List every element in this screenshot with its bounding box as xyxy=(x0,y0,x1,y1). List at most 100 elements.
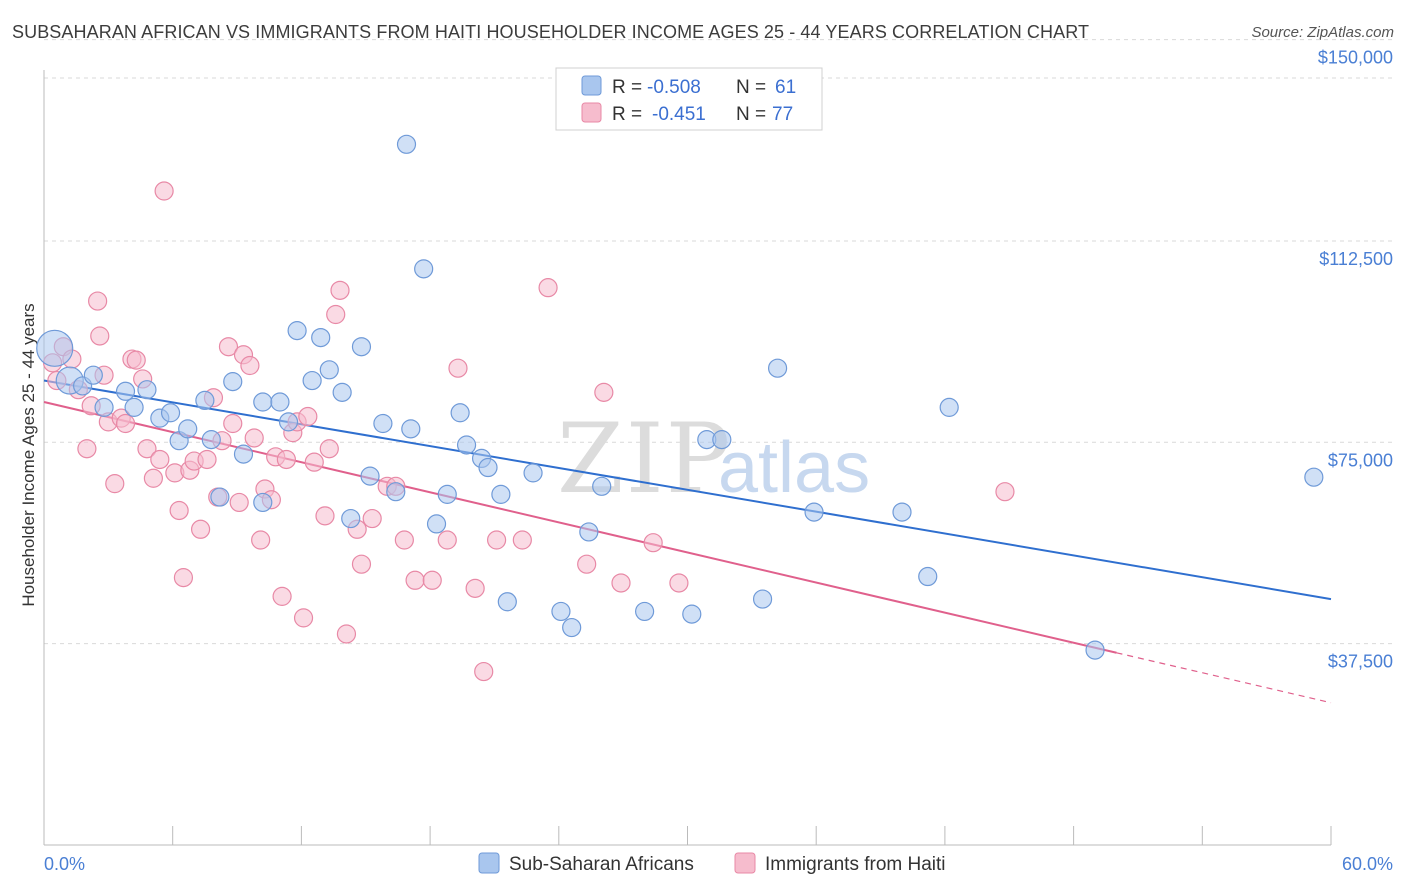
bottom-legend-label-blue: Sub-Saharan Africans xyxy=(509,854,694,875)
watermark-atlas: atlas xyxy=(718,428,870,508)
legend-n-value-blue: 61 xyxy=(775,77,796,98)
legend-n-label-pink: N = xyxy=(736,104,766,125)
y-axis-title: Householder Income Ages 25 - 44 years xyxy=(19,303,38,606)
point-haiti xyxy=(276,449,296,470)
point-haiti xyxy=(304,452,324,472)
x-tick-label-min: 0.0% xyxy=(44,854,85,874)
legend-swatch-pink xyxy=(581,102,602,123)
point-haiti xyxy=(594,382,614,402)
point-subsaharan xyxy=(523,463,543,483)
point-subsaharan xyxy=(767,358,788,378)
point-haiti xyxy=(336,624,357,644)
point-subsaharan xyxy=(223,372,243,392)
point-haiti xyxy=(422,570,442,590)
point-haiti xyxy=(115,413,136,434)
point-subsaharan xyxy=(414,259,434,279)
point-subsaharan xyxy=(302,370,322,391)
point-subsaharan xyxy=(311,327,331,348)
point-subsaharan xyxy=(124,397,144,417)
legend-swatch-blue xyxy=(581,75,602,96)
point-haiti xyxy=(126,350,146,370)
point-haiti xyxy=(512,530,532,550)
y-tick-label: $75,000 xyxy=(1328,450,1393,470)
point-haiti xyxy=(465,578,485,598)
point-subsaharan xyxy=(579,522,599,542)
point-subsaharan xyxy=(386,482,406,502)
point-subsaharan xyxy=(491,484,511,504)
point-haiti xyxy=(330,280,350,300)
point-subsaharan xyxy=(210,487,230,507)
point-subsaharan xyxy=(939,397,959,417)
point-haiti xyxy=(77,439,97,459)
point-subsaharan xyxy=(634,601,655,622)
point-subsaharan xyxy=(332,382,352,402)
legend-n-value-pink: 77 xyxy=(772,104,793,125)
point-haiti xyxy=(169,500,189,521)
point-haiti xyxy=(995,482,1015,502)
point-haiti xyxy=(351,554,372,574)
point-subsaharan xyxy=(115,381,136,401)
x-tick-label-max: 60.0% xyxy=(1342,854,1393,874)
point-subsaharan xyxy=(201,430,221,450)
point-haiti xyxy=(362,508,382,529)
point-haiti xyxy=(251,530,271,550)
point-subsaharan xyxy=(233,444,254,464)
bottom-legend-label-pink: Immigrants from Haiti xyxy=(765,854,946,875)
point-haiti xyxy=(88,291,108,311)
point-haiti xyxy=(143,468,163,488)
point-subsaharan xyxy=(551,601,571,622)
point-subsaharan xyxy=(426,514,447,534)
y-tick-label: $112,500 xyxy=(1319,249,1393,269)
point-subsaharan xyxy=(253,392,273,412)
point-subsaharan xyxy=(160,403,181,423)
point-subsaharan xyxy=(341,508,361,529)
point-haiti xyxy=(197,449,217,470)
point-subsaharan xyxy=(437,484,457,504)
point-subsaharan xyxy=(396,134,417,154)
bottom-legend: Sub-Saharan Africans Immigrants from Hai… xyxy=(478,852,946,875)
point-subsaharan xyxy=(450,403,470,423)
legend-n-label-blue: N = xyxy=(736,77,766,98)
point-haiti xyxy=(154,181,174,201)
point-subsaharan xyxy=(1304,467,1324,487)
point-haiti xyxy=(190,519,211,539)
point-haiti xyxy=(538,278,558,298)
chart-source: Source: ZipAtlas.com xyxy=(1251,24,1394,41)
point-subsaharan xyxy=(94,397,114,417)
point-subsaharan xyxy=(918,566,938,587)
legend-r-label-pink: R = xyxy=(612,104,642,125)
bottom-legend-swatch-blue xyxy=(478,852,500,874)
point-subsaharan xyxy=(892,502,912,522)
point-subsaharan xyxy=(562,617,582,638)
point-subsaharan xyxy=(278,412,299,432)
legend-r-label-blue: R = xyxy=(612,77,642,98)
point-subsaharan xyxy=(83,365,103,385)
point-haiti xyxy=(223,413,243,434)
point-haiti xyxy=(173,568,194,588)
point-subsaharan xyxy=(401,419,421,439)
point-subsaharan xyxy=(1085,640,1105,660)
point-subsaharan xyxy=(682,604,702,624)
y-tick-label: $150,000 xyxy=(1318,48,1393,68)
watermark: ZIP atlas xyxy=(557,403,870,515)
point-subsaharan xyxy=(456,435,477,455)
point-subsaharan xyxy=(497,592,517,612)
point-haiti xyxy=(90,326,110,346)
trend-line-pink-dashed xyxy=(1116,652,1332,704)
point-haiti xyxy=(448,358,468,378)
point-haiti xyxy=(150,449,170,470)
legend-r-value-pink: -0.451 xyxy=(652,104,706,125)
x-ticks xyxy=(43,826,1332,845)
point-haiti xyxy=(669,573,689,593)
point-haiti xyxy=(319,439,339,459)
point-subsaharan xyxy=(36,329,74,367)
bottom-legend-swatch-pink xyxy=(734,852,756,874)
point-haiti xyxy=(272,586,292,606)
point-haiti xyxy=(437,530,457,550)
trend-line-blue xyxy=(43,379,1332,601)
point-haiti xyxy=(298,406,318,427)
legend-box: R = -0.508 N = 61 R = -0.451 N = 77 xyxy=(555,67,823,131)
point-haiti xyxy=(486,530,507,550)
point-subsaharan xyxy=(195,390,215,411)
points-subsaharan xyxy=(36,134,1324,660)
